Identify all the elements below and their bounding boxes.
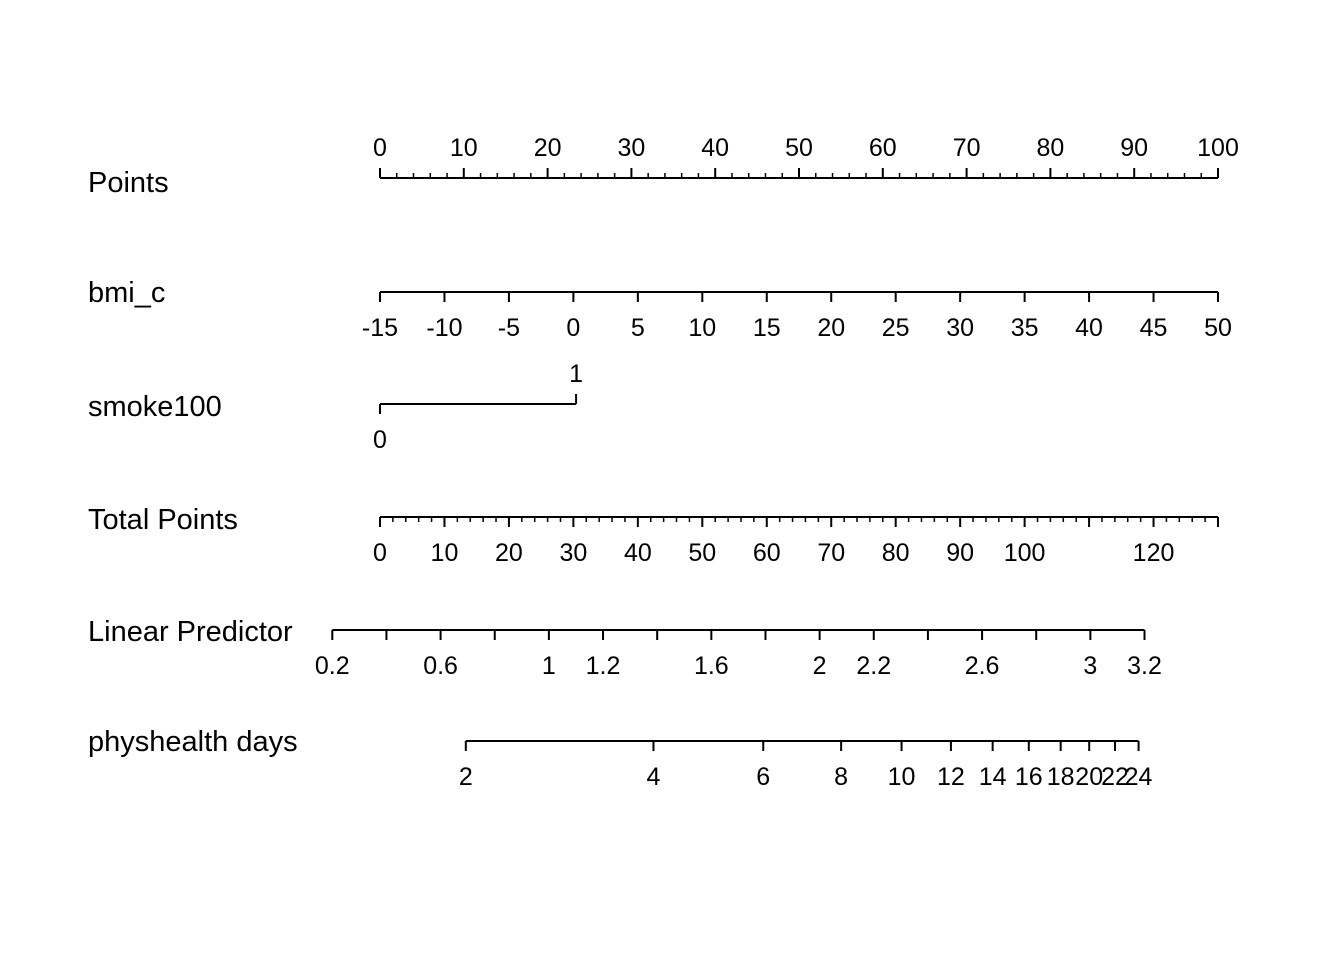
total-points-tick-label: 10 (431, 539, 459, 567)
physhealth-tick-label: 2 (459, 763, 473, 791)
points-tick-label: 0 (373, 134, 387, 162)
total-points-tick-label: 120 (1133, 539, 1175, 567)
linear-predictor-tick-label: 3.2 (1127, 652, 1162, 680)
bmi-tick-label: 10 (688, 314, 716, 342)
physhealth-tick-label: 12 (937, 763, 965, 791)
physhealth-tick-label: 16 (1015, 763, 1043, 791)
points-tick-label: 30 (617, 134, 645, 162)
points-tick-label: 40 (701, 134, 729, 162)
bmi-tick-label: 15 (753, 314, 781, 342)
bmi-tick-label: 20 (817, 314, 845, 342)
total-points-tick-label: 20 (495, 539, 523, 567)
physhealth-tick-label: 6 (756, 763, 770, 791)
physhealth-tick-label: 18 (1047, 763, 1075, 791)
linear-predictor-tick-label: 1 (542, 652, 556, 680)
points-tick-label: 70 (953, 134, 981, 162)
total-points-tick-label: 50 (688, 539, 716, 567)
row-label-bmi: bmi_c (88, 277, 165, 309)
row-label-smoke100: smoke100 (88, 391, 222, 423)
total-points-tick-label: 40 (624, 539, 652, 567)
points-tick-label: 20 (534, 134, 562, 162)
physhealth-tick-label: 8 (834, 763, 848, 791)
points-tick-label: 90 (1120, 134, 1148, 162)
points-tick-label: 80 (1036, 134, 1064, 162)
row-label-total-points: Total Points (88, 504, 238, 536)
total-points-tick-label: 60 (753, 539, 781, 567)
points-tick-label: 10 (450, 134, 478, 162)
bmi-tick-label: -15 (362, 314, 398, 342)
bmi-tick-label: 45 (1140, 314, 1168, 342)
linear-predictor-tick-label: 2.6 (965, 652, 1000, 680)
total-points-tick-label: 30 (559, 539, 587, 567)
bmi-tick-label: -5 (498, 314, 520, 342)
linear-predictor-tick-label: 1.2 (586, 652, 621, 680)
physhealth-tick-label: 10 (888, 763, 916, 791)
bmi-tick-label: 30 (946, 314, 974, 342)
linear-predictor-tick-label: 0.6 (423, 652, 458, 680)
bmi-tick-label: 35 (1011, 314, 1039, 342)
total-points-tick-label: 90 (946, 539, 974, 567)
row-label-points: Points (88, 167, 169, 199)
bmi-tick-label: 0 (566, 314, 580, 342)
points-tick-label: 60 (869, 134, 897, 162)
linear-predictor-tick-label: 0.2 (315, 652, 350, 680)
linear-predictor-tick-label: 2.2 (856, 652, 891, 680)
bmi-tick-label: 50 (1204, 314, 1232, 342)
points-tick-label: 50 (785, 134, 813, 162)
smoke100-tick-label: 0 (373, 426, 387, 454)
bmi-tick-label: 25 (882, 314, 910, 342)
axis-marks: 0 10 20 30 40 50 60 70 80 90 100-15 -10 -5 0 5 10 15 20 25… (315, 134, 1239, 791)
physhealth-tick-label: 14 (979, 763, 1007, 791)
total-points-tick-label: 80 (882, 539, 910, 567)
bmi-tick-label: 5 (631, 314, 645, 342)
row-label-linear-predictor: Linear Predictor (88, 616, 293, 648)
linear-predictor-tick-label: 1.6 (694, 652, 729, 680)
total-points-tick-label: 100 (1004, 539, 1046, 567)
linear-predictor-tick-label: 2 (813, 652, 827, 680)
smoke100-tick-label: 1 (569, 360, 583, 388)
linear-predictor-tick-label: 3 (1083, 652, 1097, 680)
physhealth-tick-label: 24 (1125, 763, 1153, 791)
total-points-tick-label: 0 (373, 539, 387, 567)
physhealth-tick-label: 22 (1101, 763, 1129, 791)
points-tick-label: 100 (1197, 134, 1239, 162)
total-points-tick-label: 70 (817, 539, 845, 567)
physhealth-tick-label: 4 (647, 763, 661, 791)
row-label-physhealth-days: physhealth days (88, 726, 298, 758)
bmi-tick-label: 40 (1075, 314, 1103, 342)
physhealth-tick-label: 20 (1075, 763, 1103, 791)
bmi-tick-label: -10 (426, 314, 462, 342)
